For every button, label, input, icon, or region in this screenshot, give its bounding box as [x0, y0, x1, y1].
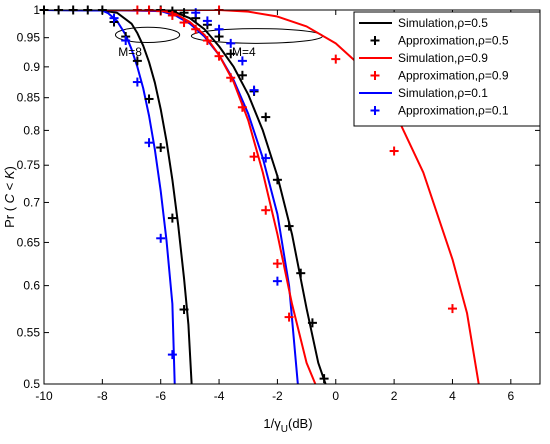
legend-marker-swatch: [370, 71, 380, 80]
data-point-approximation-0-9-m-4: [226, 73, 236, 83]
x-tick-label: -4: [214, 389, 225, 403]
data-point-approximation-0-1-m-8: [167, 350, 177, 360]
data-point-approximation-0-9-m-4: [191, 24, 201, 34]
data-point-approximation-0-5-m-8: [132, 56, 142, 66]
data-point-approximation-0-5-m-4: [307, 318, 317, 328]
data-point-approximation-0-9-m-4: [214, 51, 224, 61]
group-ellipse-1: [114, 26, 181, 43]
legend-label: Approximation,ρ=0.1: [398, 104, 509, 118]
data-point-approximation-0-1-m-8: [156, 233, 166, 243]
data-point-approximation-0-5-m-4: [284, 221, 294, 231]
legend-label-kind: Approximation,: [398, 34, 478, 48]
legend-label-rho: ρ=0.5: [457, 16, 488, 30]
data-point-approximation-0-9-m-8: [331, 54, 341, 64]
data-point-approximation-0-1-m-4: [261, 153, 271, 163]
legend-label-kind: Simulation,: [398, 16, 457, 30]
series-line-simulation-0-9-m-8: [102, 10, 480, 384]
x-tick-label: 2: [391, 389, 398, 403]
data-point-approximation-0-5-m-8: [144, 94, 154, 104]
data-point-approximation-0-9-m-4: [272, 259, 282, 269]
legend-label-kind: Simulation,: [398, 51, 457, 65]
x-axis-ticks: -10 -8 -6 -4 -2 0 2 4 6: [35, 10, 514, 403]
x-tick-label: -6: [155, 389, 166, 403]
annotation-m-4: M=4: [232, 45, 256, 59]
annotation-labels: M=8 M=4: [118, 45, 256, 59]
data-point-approximation-0-1-m-4: [214, 24, 224, 34]
legend-label: Simulation,ρ=0.1: [398, 86, 488, 100]
legend-label: Simulation,ρ=0.9: [398, 51, 488, 65]
data-point-approximation-0-1-m-8: [132, 77, 142, 87]
x-tick-label: 0: [332, 389, 339, 403]
data-point-approximation-0-9-m-8: [447, 304, 457, 314]
y-tick-label: 0.75: [17, 158, 41, 172]
annotation-m-8: M=8: [118, 45, 142, 59]
data-point-approximation-0-9-m-4: [249, 152, 259, 162]
series-line-simulation-0-5-m-8: [44, 10, 193, 384]
x-tick-label: 6: [507, 389, 514, 403]
legend: Simulation,ρ=0.5Approximation,ρ=0.5Simul…: [353, 11, 541, 127]
series-line-simulation-0-9-m-4: [102, 10, 317, 384]
y-tick-label: 0.55: [17, 326, 41, 340]
data-point-approximation-0-5-m-4: [272, 175, 282, 185]
y-tick-label: 1: [33, 3, 40, 17]
data-point-approximation-0-9-m-4: [284, 312, 294, 322]
data-point-approximation-0-1-m-4: [237, 56, 247, 66]
data-point-approximation-0-1-m-4: [249, 85, 259, 95]
y-tick-label: 0.5: [23, 377, 40, 391]
legend-marker-swatch: [370, 36, 380, 45]
legend-label-rho: ρ=0.5: [478, 34, 509, 48]
data-point-approximation-0-5-m-4: [226, 49, 236, 59]
data-point-approximation-0-5-m-4: [237, 70, 247, 80]
data-point-approximation-0-1-m-8: [109, 13, 119, 23]
data-point-approximation-0-1-m-4: [226, 38, 236, 48]
y-tick-label: 0.8: [23, 123, 40, 137]
legend-label-rho: ρ=0.9: [457, 51, 488, 65]
x-tick-label: -8: [97, 389, 108, 403]
y-axis-ticks: 0.5 0.55 0.6 0.65 0.7 0.75 0.8 0.85 0.9 0.95 1: [17, 3, 540, 391]
plot-frame: [43, 9, 541, 385]
data-point-approximation-0-9-m-4: [167, 10, 177, 20]
legend-label: Simulation,ρ=0.5: [398, 16, 488, 30]
data-point-approximation-0-1-m-8: [121, 36, 131, 46]
legend-label-rho: ρ=0.1: [457, 86, 488, 100]
data-point-approximation-0-5-m-4: [296, 268, 306, 278]
x-tick-label: -10: [35, 389, 53, 403]
series-line-simulation-0-1-m-8: [44, 10, 176, 384]
legend-box: [353, 11, 541, 127]
x-axis-label: 1/γU(dB): [263, 416, 312, 435]
data-point-approximation-0-9-m-4: [179, 18, 189, 28]
data-point-approximation-0-5-m-8: [167, 213, 177, 223]
data-point-approximation-0-9-m-4: [237, 102, 247, 112]
legend-label-kind: Approximation,: [398, 69, 478, 83]
y-axis-label: Pr ( C < K): [2, 166, 17, 228]
y-tick-label: 0.7: [23, 195, 40, 209]
legend-label-rho: ρ=0.1: [478, 104, 509, 118]
data-point-approximation-0-1-m-4: [272, 276, 282, 286]
legend-label-kind: Simulation,: [398, 86, 457, 100]
data-point-approximation-0-5-m-8: [156, 143, 166, 153]
data-point-approximation-0-1-m-4: [202, 16, 212, 26]
data-point-approximation-0-9-m-4: [261, 205, 271, 215]
legend-label-kind: Approximation,: [398, 104, 478, 118]
data-point-approximation-0-9-m-4: [202, 36, 212, 46]
data-point-approximation-0-9-m-8: [389, 146, 399, 156]
legend-label-rho: ρ=0.9: [478, 69, 509, 83]
y-tick-label: 0.95: [17, 31, 41, 45]
y-tick-label: 0.6: [23, 279, 40, 293]
legend-label: Approximation,ρ=0.5: [398, 34, 509, 48]
series-line-simulation-0-5-m-4: [102, 10, 327, 384]
y-tick-label: 0.85: [17, 91, 41, 105]
y-tick-label: 0.9: [23, 60, 40, 74]
data-point-approximation-0-5-m-4: [319, 374, 329, 384]
legend-label: Approximation,ρ=0.9: [398, 69, 509, 83]
x-tick-label: -2: [272, 389, 283, 403]
data-point-approximation-0-5-m-8: [179, 305, 189, 315]
data-point-approximation-0-5-m-4: [261, 112, 271, 122]
y-tick-label: 0.65: [17, 235, 41, 249]
data-point-approximation-0-1-m-8: [144, 138, 154, 148]
x-tick-label: 4: [449, 389, 456, 403]
legend-marker-swatch: [370, 106, 380, 115]
